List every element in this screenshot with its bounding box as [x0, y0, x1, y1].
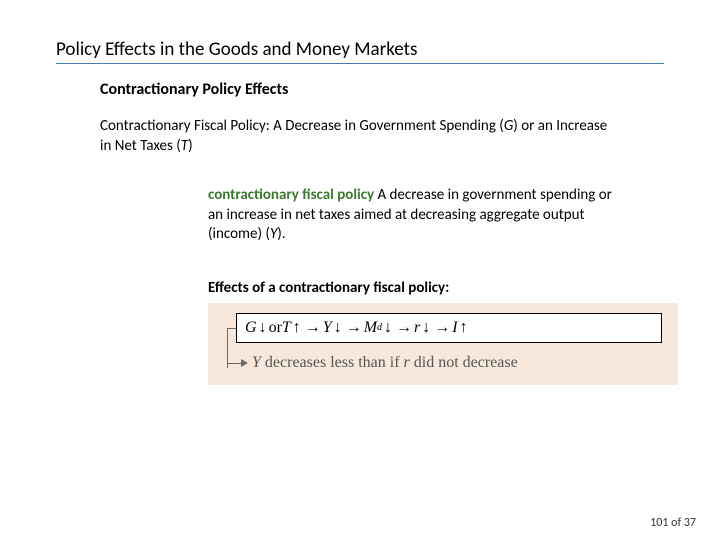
- conclusion-text: Y decreases less than if r did not decre…: [252, 354, 518, 372]
- var-G: G: [504, 117, 513, 135]
- section-subtitle: Contractionary Policy Effects: [100, 80, 664, 99]
- chain-box: G↓ or T↑→Y↓→Md↓→r↓→I↑: [236, 313, 662, 343]
- text: did not decrease: [410, 354, 518, 371]
- text: ): [188, 137, 193, 155]
- var-Y: Y: [323, 319, 332, 337]
- text: decreases less than if: [261, 354, 404, 371]
- var-T: T: [282, 319, 291, 337]
- definition-term: contractionary fiscal policy: [208, 186, 374, 204]
- down-arrow-icon: ↓: [422, 319, 430, 337]
- definition-body-end: ).: [277, 225, 285, 243]
- chain-row: G↓ or T↑→Y↓→Md↓→r↓→I↑: [218, 311, 668, 351]
- effects-diagram: G↓ or T↑→Y↓→Md↓→r↓→I↑ Y decreases less t…: [208, 303, 678, 385]
- definition-block: contractionary fiscal policy A decrease …: [208, 186, 618, 245]
- page-number: 101 of 37: [650, 516, 696, 530]
- up-arrow-icon: ↑: [460, 319, 468, 337]
- down-arrow-icon: ↓: [384, 319, 392, 337]
- implies-arrow-icon: →: [396, 319, 412, 337]
- var-I: I: [452, 319, 457, 337]
- up-arrow-icon: ↑: [293, 319, 301, 337]
- text-or: or: [269, 319, 282, 337]
- implies-arrow-icon: →: [346, 319, 362, 337]
- var-G: G: [245, 319, 257, 337]
- conclusion-row: Y decreases less than if r did not decre…: [218, 353, 668, 379]
- effects-label: Effects of a contractionary fiscal polic…: [208, 279, 678, 297]
- var-r: r: [414, 319, 420, 337]
- var-M: M: [364, 319, 377, 337]
- text: Contractionary Fiscal Policy: A Decrease…: [100, 117, 504, 135]
- down-arrow-icon: ↓: [334, 319, 342, 337]
- effects-section: Effects of a contractionary fiscal polic…: [208, 279, 678, 385]
- arrowhead-icon: [241, 359, 248, 367]
- var-T: T: [181, 137, 188, 155]
- down-arrow-icon: ↓: [259, 319, 267, 337]
- slide-page: Policy Effects in the Goods and Money Ma…: [0, 0, 720, 540]
- superscript-d: d: [377, 322, 382, 333]
- implies-arrow-icon: →: [305, 319, 321, 337]
- section-title: Policy Effects in the Goods and Money Ma…: [56, 38, 664, 64]
- connector-line: [227, 328, 236, 329]
- section-subsubtitle: Contractionary Fiscal Policy: A Decrease…: [100, 117, 620, 156]
- var-Y: Y: [252, 354, 261, 371]
- implies-arrow-icon: →: [434, 319, 450, 337]
